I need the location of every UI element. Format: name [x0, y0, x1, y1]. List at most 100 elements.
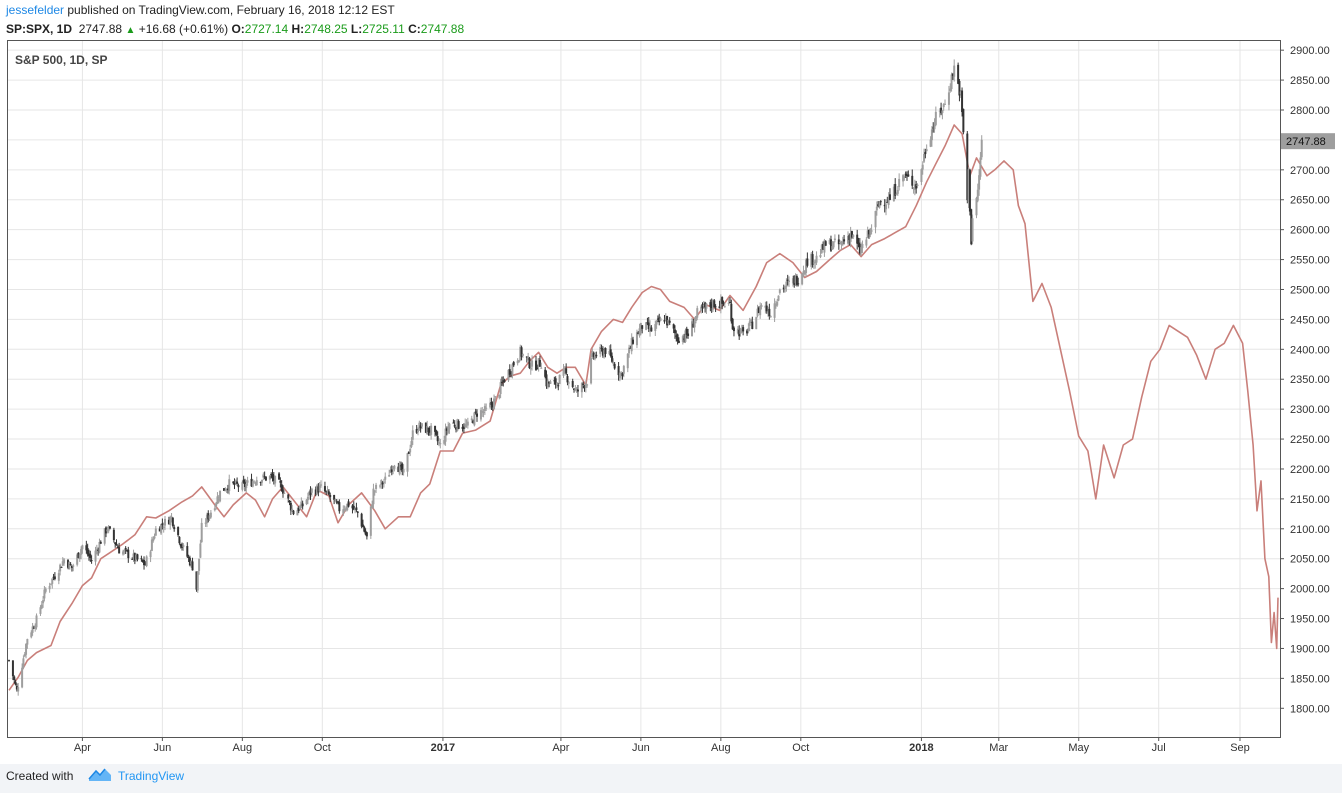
candle-body: [149, 551, 152, 558]
candle-body: [756, 308, 759, 316]
candle-body: [738, 329, 741, 337]
candle-body: [971, 218, 974, 242]
candle-body: [122, 551, 125, 555]
candle-body: [664, 317, 667, 320]
candle-body: [903, 176, 906, 178]
candle-body: [654, 324, 657, 331]
candle-body: [97, 549, 100, 551]
candle-body: [158, 528, 161, 532]
candle-body: [326, 490, 329, 492]
tradingview-logo-icon[interactable]: [88, 767, 112, 786]
candle-body: [714, 306, 717, 308]
candle-body: [736, 328, 739, 334]
candle-body: [144, 563, 147, 566]
candle-body: [78, 554, 81, 559]
candle-body: [333, 494, 336, 500]
candle-body: [365, 532, 368, 537]
candle-body: [169, 517, 172, 525]
candle-body: [746, 330, 749, 334]
candle-body: [196, 571, 199, 591]
candle-body: [508, 369, 511, 375]
candle-body: [199, 543, 202, 558]
candle-body: [659, 318, 662, 321]
candle-body: [115, 543, 118, 546]
candle-body: [639, 322, 642, 331]
candle-body: [63, 559, 66, 564]
candle-body: [261, 479, 264, 483]
chart-area[interactable]: 1800.00 1850.00 1900.00 1950.00 2000.00 2050.…: [7, 40, 1342, 765]
candle-body: [521, 354, 524, 356]
candle-body: [713, 300, 716, 308]
candle-body: [932, 127, 935, 129]
candle-body: [672, 324, 675, 329]
candle-body: [701, 304, 704, 309]
candle-body: [98, 542, 101, 553]
candle-body: [791, 278, 794, 284]
y-tick-label: 2300.00: [1290, 404, 1330, 416]
price-axis[interactable]: 1800.00 1850.00 1900.00 1950.00 2000.00 2050.…: [1280, 45, 1335, 715]
candle-body: [305, 499, 308, 505]
candle-body: [236, 481, 239, 484]
candle-body: [60, 566, 63, 568]
candle-body: [874, 210, 877, 228]
candle-body: [510, 372, 513, 374]
x-tick-label: Oct: [314, 742, 331, 754]
candle-body: [187, 556, 190, 558]
candle-body: [892, 186, 895, 202]
candle-body: [883, 204, 886, 207]
candle-body: [112, 529, 115, 541]
candle-body: [437, 442, 440, 444]
tradingview-link[interactable]: TradingView: [118, 769, 185, 783]
candle-body: [805, 259, 808, 274]
candle-body: [323, 486, 326, 492]
y-tick-label: 2450.00: [1290, 314, 1330, 326]
candle-body: [563, 368, 566, 372]
candle-body: [575, 388, 578, 391]
candle-body: [828, 239, 831, 244]
candle-body: [424, 422, 427, 433]
close-label: C:: [408, 22, 421, 36]
y-tick-label: 2650.00: [1290, 195, 1330, 207]
candle-body: [114, 542, 117, 545]
x-tick-label: Apr: [74, 742, 91, 754]
candle-body: [389, 469, 392, 473]
candle-body: [885, 204, 888, 210]
candle-body: [837, 239, 840, 245]
candle-body: [485, 407, 488, 409]
candle-body: [709, 302, 712, 307]
candle-body: [25, 643, 28, 655]
candle-body: [443, 440, 446, 444]
x-tick-label: 2018: [909, 742, 933, 754]
candle-body: [43, 589, 46, 599]
candle-body: [131, 558, 134, 560]
candle-body: [519, 346, 522, 361]
candle-body: [453, 424, 456, 427]
price-chart[interactable]: 1800.00 1850.00 1900.00 1950.00 2000.00 2050.…: [7, 40, 1342, 765]
author-link[interactable]: jessefelder: [6, 3, 65, 17]
candle-body: [22, 658, 25, 668]
candle-body: [108, 526, 111, 529]
candle-body: [571, 381, 574, 387]
candle-body: [378, 485, 381, 487]
candle-body: [255, 480, 258, 486]
candle-body: [601, 349, 604, 356]
candle-body: [824, 241, 827, 246]
candle-body: [976, 189, 979, 201]
candle-body: [630, 337, 633, 352]
candle-body: [224, 490, 227, 492]
candle-body: [739, 328, 742, 334]
candle-body: [140, 558, 143, 560]
candle-body: [452, 422, 455, 424]
candle-body: [347, 501, 350, 507]
candle-body: [549, 381, 552, 384]
candle-body: [511, 364, 514, 376]
candle-body: [812, 262, 815, 264]
candle-body: [30, 632, 33, 638]
candle-body: [742, 327, 745, 332]
candle-body: [637, 332, 640, 335]
plot-frame: [7, 40, 1281, 738]
candle-body: [567, 382, 570, 384]
time-axis[interactable]: Apr Jun Aug Oct 2017 Apr Jun Aug Oct 2018 Mar May Ju…: [74, 737, 1250, 754]
candle-body: [975, 197, 978, 216]
candle-body: [600, 348, 603, 350]
